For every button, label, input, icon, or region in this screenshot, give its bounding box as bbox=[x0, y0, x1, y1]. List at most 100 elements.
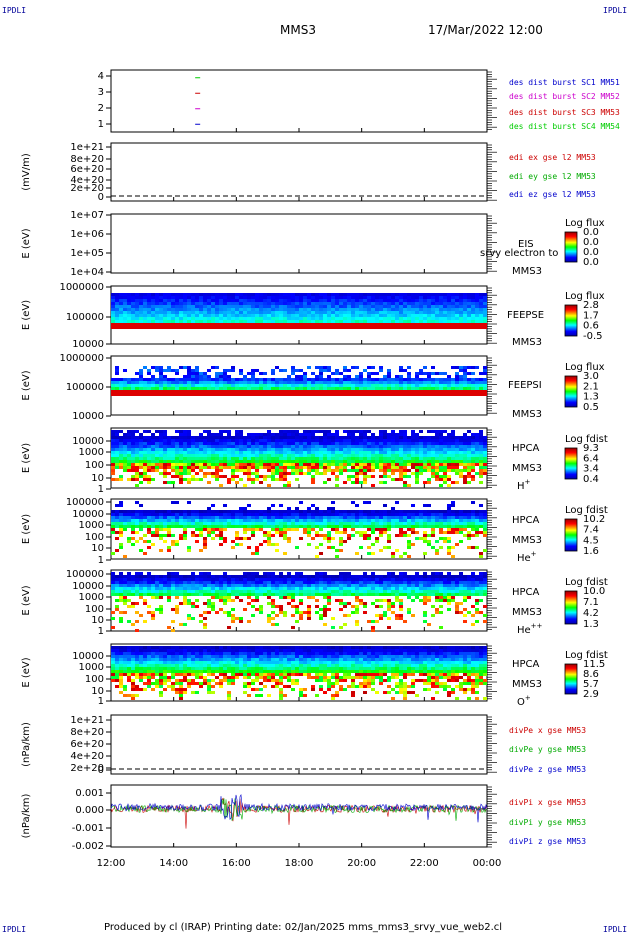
spectrogram-cell bbox=[199, 451, 203, 454]
spectrogram-cell bbox=[135, 320, 139, 323]
spectrogram-cell bbox=[275, 311, 279, 314]
spectrogram-cell bbox=[363, 384, 367, 387]
spectrogram-cell bbox=[167, 308, 171, 311]
spectrogram-cell bbox=[335, 519, 339, 522]
spectrogram-cell bbox=[391, 519, 395, 522]
spectrogram-cell bbox=[375, 454, 379, 457]
spectrogram-cell bbox=[235, 578, 239, 581]
spectrogram-cell bbox=[111, 590, 115, 593]
spectrogram-cell bbox=[251, 552, 255, 555]
spectrogram-cell bbox=[191, 531, 195, 534]
spectrogram-cell bbox=[275, 522, 279, 525]
spectrogram-cell bbox=[127, 430, 131, 433]
spectrogram-cell bbox=[335, 555, 339, 558]
spectrogram-cell bbox=[339, 390, 343, 393]
spectrogram-cell bbox=[223, 314, 227, 317]
spectrogram-cell bbox=[111, 323, 115, 326]
spectrogram-cell bbox=[447, 384, 451, 387]
spectrogram-cell bbox=[271, 534, 275, 537]
spectrogram-cell bbox=[255, 448, 259, 451]
spectrogram-cell bbox=[235, 596, 239, 599]
spectrogram-cell bbox=[135, 590, 139, 593]
spectrogram-cell bbox=[243, 469, 247, 472]
spectrogram-cell bbox=[207, 454, 211, 457]
instrument-label: HPCA bbox=[512, 515, 540, 526]
spectrogram-cell bbox=[403, 378, 407, 381]
spectrogram-cell bbox=[323, 460, 327, 463]
spectrogram-cell bbox=[415, 442, 419, 445]
spectrogram-cell bbox=[323, 454, 327, 457]
spectrogram-cell bbox=[363, 308, 367, 311]
spectrogram-cell bbox=[291, 393, 295, 396]
spectrogram-cell bbox=[343, 317, 347, 320]
spectrogram-cell bbox=[355, 457, 359, 460]
spectrogram-cell bbox=[443, 442, 447, 445]
spectrogram-cell bbox=[375, 305, 379, 308]
spectrogram-cell bbox=[367, 439, 371, 442]
spectrogram-cell bbox=[315, 308, 319, 311]
spectrogram-cell bbox=[447, 320, 451, 323]
spectrogram-cell bbox=[483, 439, 487, 442]
spectrogram-cell bbox=[423, 454, 427, 457]
spectrogram-cell bbox=[483, 522, 487, 525]
spectrogram-cell bbox=[415, 305, 419, 308]
spectrogram-cell bbox=[295, 442, 299, 445]
spectrogram-cell bbox=[407, 305, 411, 308]
spectrogram-cell bbox=[355, 516, 359, 519]
spectrogram-cell bbox=[339, 320, 343, 323]
spectrogram-cell bbox=[139, 369, 143, 372]
spectrogram-cell bbox=[119, 478, 123, 481]
spectrogram-cell bbox=[195, 448, 199, 451]
spectrogram-cell bbox=[255, 584, 259, 587]
spectrogram-cell bbox=[383, 387, 387, 390]
spectrogram-cell bbox=[223, 513, 227, 516]
spectrogram-cell bbox=[191, 378, 195, 381]
spectrogram-cell bbox=[159, 472, 163, 475]
spectrogram-cell bbox=[307, 448, 311, 451]
spectrogram-cell bbox=[351, 436, 355, 439]
spectrogram-cell bbox=[379, 293, 383, 296]
spectrogram-cell bbox=[143, 311, 147, 314]
spectrogram-cell bbox=[271, 472, 275, 475]
spectrogram-cell bbox=[207, 384, 211, 387]
spectrogram-cell bbox=[287, 323, 291, 326]
spectrogram-cell bbox=[419, 448, 423, 451]
spectrogram-cell bbox=[175, 369, 179, 372]
colorbar-tick-label: 1.6 bbox=[583, 546, 599, 557]
spectrogram-cell bbox=[139, 451, 143, 454]
spectrogram-cell bbox=[439, 537, 443, 540]
spectrogram-cell bbox=[327, 305, 331, 308]
spectrogram-cell bbox=[451, 513, 455, 516]
spectrogram-cell bbox=[459, 299, 463, 302]
spectrogram-cell bbox=[119, 525, 123, 528]
spectrogram-cell bbox=[135, 484, 139, 487]
spectrogram-cell bbox=[191, 448, 195, 451]
spectrogram-cell bbox=[431, 546, 435, 549]
spectrogram-cell bbox=[199, 308, 203, 311]
spectrogram-cell bbox=[307, 528, 311, 531]
spectrogram-cell bbox=[139, 596, 143, 599]
spectrogram-cell bbox=[135, 454, 139, 457]
spectrogram-cell bbox=[243, 584, 247, 587]
spectrogram-cell bbox=[131, 623, 135, 626]
spectrogram-cell bbox=[407, 296, 411, 299]
spectrogram-cell bbox=[479, 522, 483, 525]
spectrogram-cell bbox=[439, 475, 443, 478]
spectrogram-cell bbox=[139, 375, 143, 378]
spectrogram-cell bbox=[451, 516, 455, 519]
spectrogram-cell bbox=[143, 296, 147, 299]
spectrogram-cell bbox=[235, 296, 239, 299]
spectrogram-cell bbox=[199, 614, 203, 617]
spectrogram-cell bbox=[343, 445, 347, 448]
spectrogram-cell bbox=[283, 317, 287, 320]
spectrogram-cell bbox=[415, 293, 419, 296]
spectrogram-cell bbox=[227, 302, 231, 305]
spectrogram-cell bbox=[151, 510, 155, 513]
spectrogram-cell bbox=[447, 454, 451, 457]
spectrogram-cell bbox=[219, 439, 223, 442]
spectrogram-cell bbox=[215, 525, 219, 528]
spectrogram-cell bbox=[179, 323, 183, 326]
y-tick-label: 1e+07 bbox=[70, 210, 104, 221]
spectrogram-cell bbox=[287, 311, 291, 314]
spectrogram-cell bbox=[483, 460, 487, 463]
